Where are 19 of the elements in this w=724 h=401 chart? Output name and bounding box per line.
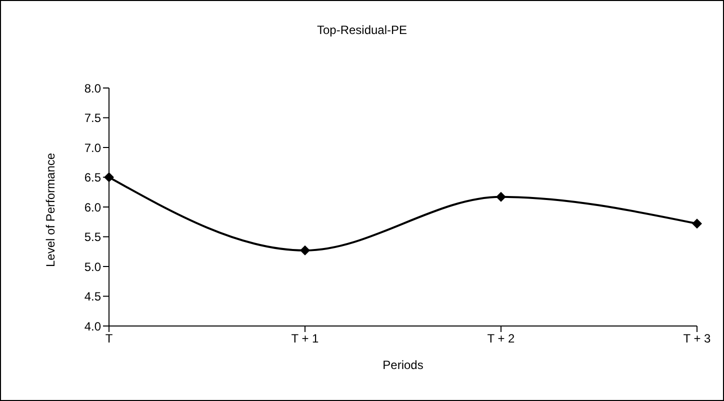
x-tick-label: T — [105, 332, 114, 346]
y-axis-title: Level of Performance — [43, 152, 58, 267]
point — [496, 192, 506, 202]
y-tick-label: 7.5 — [84, 111, 102, 126]
point — [692, 218, 702, 229]
y-tick-label: 7.0 — [84, 140, 102, 155]
y-tick-label: 4.5 — [84, 290, 102, 304]
chart-title: Top-Residual-PE — [316, 23, 408, 37]
y-tick-label: 5.0 — [84, 260, 102, 274]
y-tick-label: 5.5 — [84, 230, 102, 244]
x-tick-label: T + 2 — [487, 332, 516, 346]
x-tick-label: T + 3 — [683, 332, 712, 346]
x-axis-title: Periods — [382, 358, 424, 372]
y-tick-label: 6.5 — [84, 170, 102, 185]
y-tick-label: 6.0 — [84, 200, 102, 214]
y-tick-label: 4.0 — [84, 319, 102, 334]
y-tick-label: 8.0 — [84, 81, 102, 96]
point — [300, 245, 310, 256]
x-tick-label: T + 1 — [291, 332, 320, 346]
